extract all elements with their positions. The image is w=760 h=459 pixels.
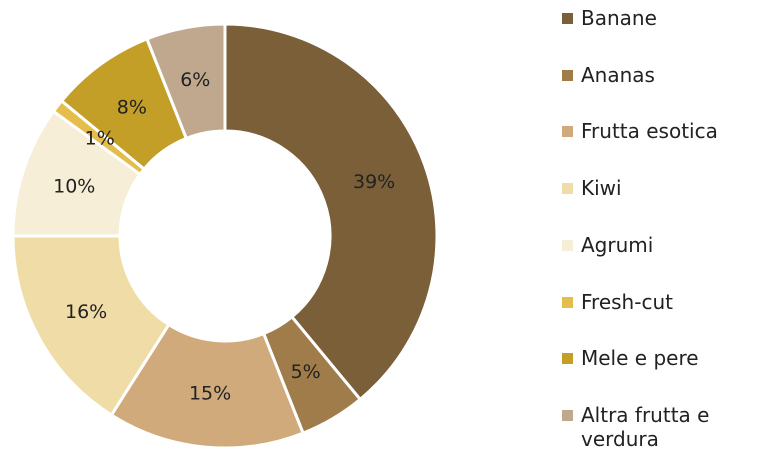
donut-segment: [109, 322, 305, 450]
legend-label: Ananas: [581, 62, 655, 87]
legend-label: Kiwi: [581, 176, 622, 201]
donut-chart: 39% 5% 15% 16% 10% 1%8% 6%: [11, 22, 439, 450]
legend-swatch: [562, 239, 573, 251]
legend-item: Altra frutta e verdura: [560, 403, 755, 451]
data-label: 15%: [189, 382, 231, 404]
legend-swatch: [562, 409, 573, 421]
legend-item: Agrumi: [560, 233, 755, 257]
donut-segment: [11, 234, 171, 418]
legend-item: Frutta esotica: [560, 119, 755, 143]
donut-segment: [223, 22, 439, 402]
data-label: 10%: [53, 176, 95, 198]
legend-swatch: [562, 353, 573, 365]
legend-item: Mele e pere: [560, 346, 755, 370]
legend-swatch: [562, 69, 573, 81]
legend-item: Fresh-cut: [560, 290, 755, 314]
data-label: 5%: [291, 361, 321, 383]
data-label: 16%: [65, 301, 107, 323]
data-label: 8%: [117, 96, 147, 118]
legend-label: Agrumi: [581, 232, 654, 257]
donut-segment: [145, 22, 227, 141]
data-label: 6%: [180, 69, 210, 91]
legend-label: Mele e pere: [581, 346, 699, 371]
legend-label: Frutta esotica: [581, 119, 718, 144]
data-label: 1%: [85, 127, 115, 149]
legend-label: Altra frutta e verdura: [581, 402, 710, 451]
legend-swatch: [562, 126, 573, 138]
legend-label: Fresh-cut: [581, 289, 673, 314]
legend-item: Ananas: [560, 63, 755, 87]
legend-swatch: [562, 183, 573, 195]
legend-item: Kiwi: [560, 176, 755, 200]
legend-swatch: [562, 296, 573, 308]
data-label: 39%: [353, 171, 395, 193]
legend-item: Banane: [560, 6, 755, 30]
legend-label: Banane: [581, 6, 657, 30]
legend-swatch: [562, 13, 573, 24]
